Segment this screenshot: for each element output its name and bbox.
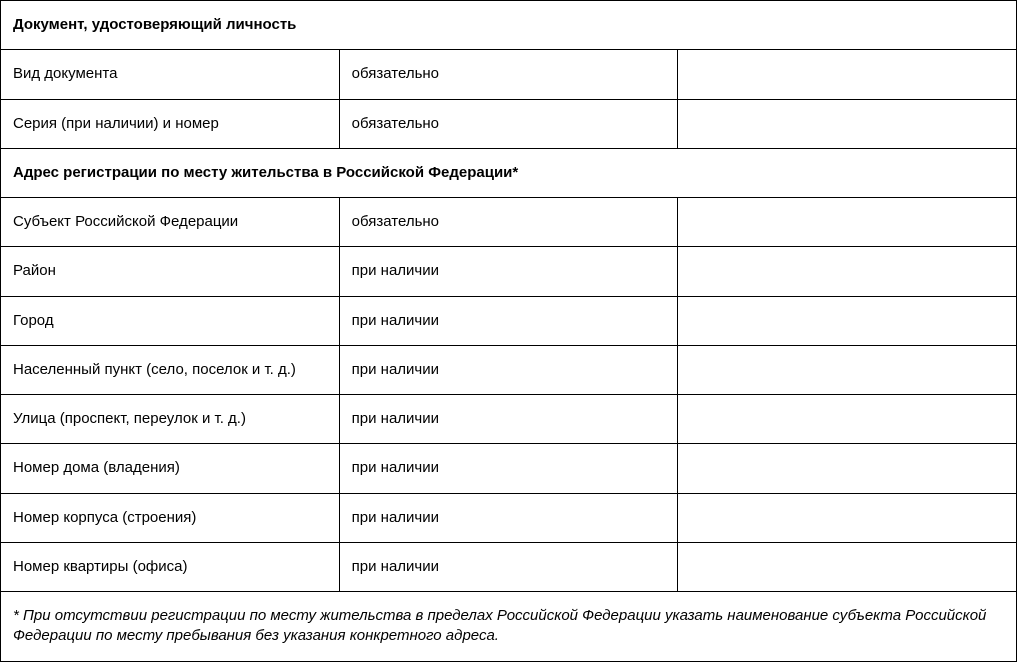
field-value: [678, 395, 1017, 444]
field-requirement: при наличии: [339, 542, 678, 591]
field-value: [678, 444, 1017, 493]
section-header-address: Адрес регистрации по месту жительства в …: [1, 148, 1017, 197]
field-requirement: обязательно: [339, 198, 678, 247]
section-header-row: Документ, удостоверяющий личность: [1, 1, 1017, 50]
field-label: Субъект Российской Федерации: [1, 198, 340, 247]
field-label: Город: [1, 296, 340, 345]
section-header-identity: Документ, удостоверяющий личность: [1, 1, 1017, 50]
field-label: Номер корпуса (строения): [1, 493, 340, 542]
field-label: Номер дома (владения): [1, 444, 340, 493]
field-label: Вид документа: [1, 50, 340, 99]
field-requirement: при наличии: [339, 296, 678, 345]
field-requirement: обязательно: [339, 99, 678, 148]
table-row: Район при наличии: [1, 247, 1017, 296]
field-label: Улица (проспект, переулок и т. д.): [1, 395, 340, 444]
field-requirement: при наличии: [339, 395, 678, 444]
field-value: [678, 345, 1017, 394]
field-value: [678, 542, 1017, 591]
section-header-row: Адрес регистрации по месту жительства в …: [1, 148, 1017, 197]
table-row: Улица (проспект, переулок и т. д.) при н…: [1, 395, 1017, 444]
field-value: [678, 99, 1017, 148]
field-label: Район: [1, 247, 340, 296]
field-value: [678, 198, 1017, 247]
field-label: Номер квартиры (офиса): [1, 542, 340, 591]
field-value: [678, 50, 1017, 99]
field-value: [678, 247, 1017, 296]
field-value: [678, 296, 1017, 345]
table-row: Вид документа обязательно: [1, 50, 1017, 99]
footnote-row: * При отсутствии регистрации по месту жи…: [1, 592, 1017, 662]
identity-address-table: Документ, удостоверяющий личность Вид до…: [0, 0, 1017, 662]
table-row: Номер корпуса (строения) при наличии: [1, 493, 1017, 542]
field-requirement: обязательно: [339, 50, 678, 99]
table-row: Серия (при наличии) и номер обязательно: [1, 99, 1017, 148]
field-requirement: при наличии: [339, 444, 678, 493]
table-row: Город при наличии: [1, 296, 1017, 345]
field-requirement: при наличии: [339, 493, 678, 542]
table-row: Номер квартиры (офиса) при наличии: [1, 542, 1017, 591]
field-value: [678, 493, 1017, 542]
field-label: Населенный пункт (село, поселок и т. д.): [1, 345, 340, 394]
field-requirement: при наличии: [339, 247, 678, 296]
field-label: Серия (при наличии) и номер: [1, 99, 340, 148]
field-requirement: при наличии: [339, 345, 678, 394]
table-row: Номер дома (владения) при наличии: [1, 444, 1017, 493]
table-row: Субъект Российской Федерации обязательно: [1, 198, 1017, 247]
table-row: Населенный пункт (село, поселок и т. д.)…: [1, 345, 1017, 394]
footnote-text: * При отсутствии регистрации по месту жи…: [1, 592, 1017, 662]
